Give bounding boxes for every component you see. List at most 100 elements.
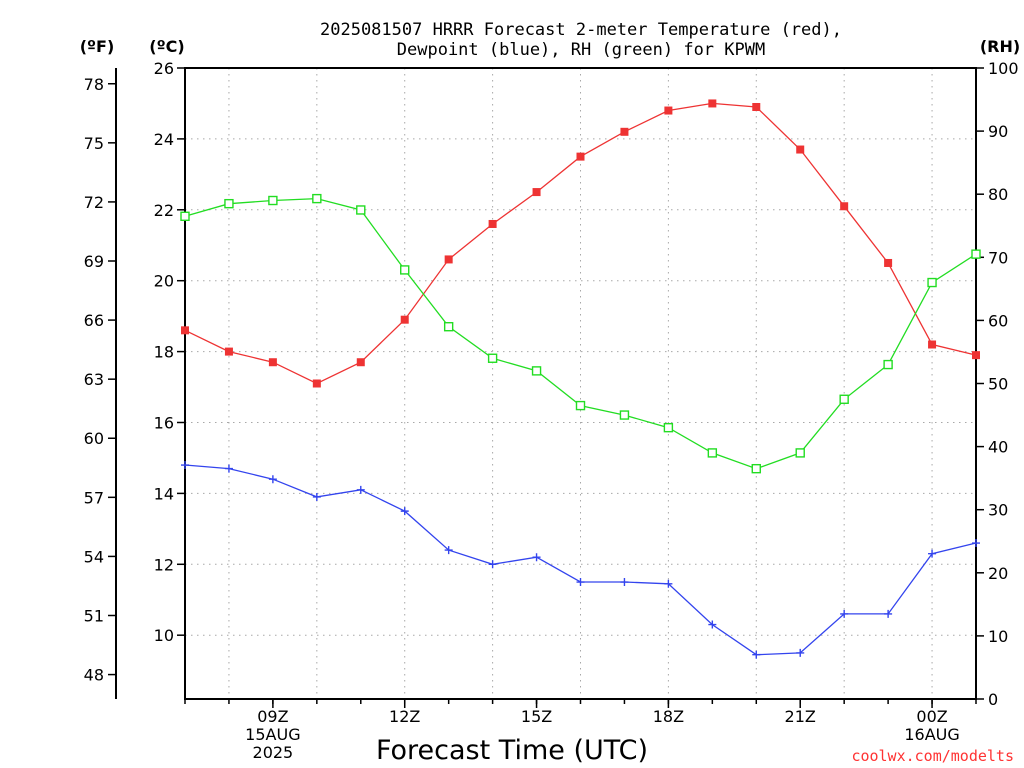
celsius-tick-label: 14 <box>154 484 174 503</box>
dewpoint-point <box>620 578 629 587</box>
rh-tick-label: 30 <box>988 501 1008 520</box>
dewpoint-point <box>224 464 233 473</box>
temperature-point <box>620 127 629 136</box>
dewpoint-point <box>444 546 453 555</box>
dewpoint-point <box>488 560 497 569</box>
dewpoint-point <box>752 650 761 659</box>
temperature-point <box>444 255 453 264</box>
celsius-tick-label: 20 <box>154 272 174 291</box>
celsius-tick-label: 12 <box>154 555 174 574</box>
rh-tick-label: 40 <box>988 438 1008 457</box>
fahrenheit-tick-label: 51 <box>84 606 104 625</box>
rh-point <box>487 353 498 363</box>
rh-tick-label: 100 <box>988 59 1019 78</box>
fahrenheit-tick-label: 69 <box>84 252 104 271</box>
celsius-tick-label: 10 <box>154 626 174 645</box>
fahrenheit-tick-label: 63 <box>84 370 104 389</box>
temperature-point <box>312 379 321 388</box>
rh-point <box>795 448 805 458</box>
temperature-point <box>488 219 497 228</box>
temperature-point <box>752 102 761 111</box>
temperature-point <box>400 315 409 324</box>
temperature-point <box>840 202 849 211</box>
fahrenheit-tick-label: 48 <box>84 666 104 685</box>
rh-tick-label: 20 <box>988 564 1008 583</box>
temperature-point <box>708 99 717 108</box>
dewpoint-point <box>796 648 805 657</box>
temperature-point <box>928 340 937 349</box>
rh-tick-label: 70 <box>988 248 1008 267</box>
x-tick-label: 09Z <box>257 707 288 726</box>
x-tick-label: 18Z <box>653 707 684 726</box>
celsius-tick-label: 18 <box>154 343 174 362</box>
rh-tick-label: 80 <box>988 185 1008 204</box>
rh-point <box>751 463 761 474</box>
celsius-unit-label: (ºC) <box>149 37 184 56</box>
chart-title-line2: Dewpoint (blue), RH (green) for KPWM <box>397 40 765 60</box>
dewpoint-point <box>532 553 541 562</box>
dewpoint-point <box>181 461 189 470</box>
temperature-point <box>664 106 673 115</box>
celsius-tick-label: 22 <box>154 201 174 220</box>
rh-point <box>927 277 937 288</box>
rh-tick-label: 60 <box>988 311 1008 330</box>
temperature-point <box>576 152 585 161</box>
x-tick-label: 00Z <box>916 707 947 726</box>
temperature-point <box>884 258 893 267</box>
fahrenheit-tick-label: 66 <box>84 311 104 330</box>
rh-point <box>312 193 322 204</box>
rh-point <box>619 410 630 420</box>
rh-point <box>224 198 234 209</box>
plot-frame <box>184 67 977 700</box>
fahrenheit-unit-label: (ºF) <box>80 37 115 56</box>
celsius-tick-label: 26 <box>154 59 174 78</box>
rh-tick-label: 50 <box>988 375 1008 394</box>
dewpoint-point <box>356 485 365 494</box>
rh-tick-label: 10 <box>988 627 1008 646</box>
rh-point <box>443 322 454 332</box>
celsius-tick-label: 24 <box>154 130 174 149</box>
x-tick-label: 16AUG <box>904 725 959 744</box>
rh-point <box>180 211 190 221</box>
series <box>180 99 981 659</box>
dewpoint-point <box>400 507 409 516</box>
x-tick-label: 12Z <box>389 707 420 726</box>
grid <box>185 68 976 699</box>
temperature-point <box>356 358 365 367</box>
celsius-tick-label: 16 <box>154 413 174 432</box>
tick-labels: 48 51 54 57 60 63 66 69 72 75 78 10 12 14 16 18 20 22 24 26… <box>84 59 1019 762</box>
dewpoint-point <box>312 492 321 501</box>
x-tick-label: 2025 <box>253 743 294 762</box>
fahrenheit-tick-label: 72 <box>84 193 104 212</box>
fahrenheit-tick-label: 57 <box>84 488 104 507</box>
dewpoint-point <box>268 475 277 484</box>
dewpoint-point <box>972 539 980 548</box>
temperature-point <box>181 326 189 335</box>
axes <box>108 67 984 708</box>
dewpoint-point <box>928 549 937 558</box>
rh-tick-label: 90 <box>988 122 1008 141</box>
x-tick-label: 15Z <box>521 707 552 726</box>
rh-point <box>971 249 981 259</box>
temperature-point <box>972 351 980 360</box>
rh-point <box>839 394 849 404</box>
rh-point <box>575 400 586 411</box>
dewpoint-point <box>576 578 585 587</box>
dewpoint-point <box>708 620 717 629</box>
rh-point <box>707 448 718 458</box>
rh-point <box>400 265 410 275</box>
rh-unit-label: (RH) <box>980 37 1020 56</box>
dewpoint-point <box>884 609 893 618</box>
x-tick-label: 15AUG <box>245 725 300 744</box>
rh-tick-label: 0 <box>988 690 998 709</box>
temperature-point <box>796 145 805 154</box>
rh-point <box>531 366 542 376</box>
rh-point <box>356 205 366 215</box>
temperature-point <box>268 358 277 367</box>
temperature-point <box>224 347 233 356</box>
dewpoint-point <box>840 609 849 618</box>
chart-title-line1: 2025081507 HRRR Forecast 2-meter Tempera… <box>320 20 842 40</box>
temperature-point <box>532 188 541 197</box>
fahrenheit-tick-label: 60 <box>84 429 104 448</box>
